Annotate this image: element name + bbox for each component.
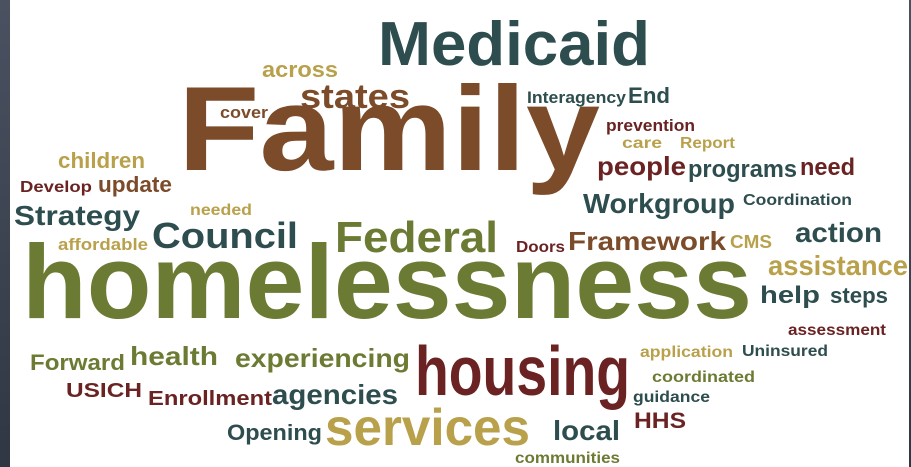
word: services [325,399,530,457]
word: Medicaid [378,10,650,79]
word: people [597,151,686,181]
word: states [300,78,410,116]
word: HHS [634,408,686,433]
word: help [760,282,820,309]
word: health [130,341,218,371]
word: action [795,217,882,248]
word: needed [190,202,252,219]
word: assistance [768,250,908,281]
word: USICH [66,380,142,402]
word: across [262,57,338,82]
word: Enrollment [148,388,272,410]
word: Family [178,62,600,196]
word: communities [515,450,620,467]
word: Doors [516,239,565,256]
word: Uninsured [742,343,828,360]
word: End [628,83,670,108]
word: cover [220,103,268,122]
word: local [553,415,620,446]
word: care [622,135,662,152]
word: experiencing [235,343,410,373]
word: homelessness [22,224,752,341]
word: Opening [227,420,322,445]
word: assessment [788,322,887,339]
word: need [800,154,855,181]
word: Interagency [527,88,627,107]
word: Council [152,215,298,256]
word: Forward [30,350,125,375]
word: update [98,172,172,197]
panel [10,0,909,467]
word: prevention [606,116,695,135]
word: Coordination [743,192,852,209]
word: Federal [335,213,498,262]
word: children [58,148,145,173]
word: housing [415,332,630,410]
word: application [640,344,733,361]
word: Report [680,135,736,152]
word: agencies [272,379,398,410]
word: Strategy [14,200,140,231]
word: affordable [58,235,148,254]
word: CMS [730,232,772,252]
word: guidance [633,389,710,406]
word: programs [688,156,797,183]
word: steps [830,283,888,308]
word: coordinated [652,369,755,386]
word: Workgroup [583,188,735,219]
word: Develop [20,179,92,196]
word: Framework [568,226,727,256]
